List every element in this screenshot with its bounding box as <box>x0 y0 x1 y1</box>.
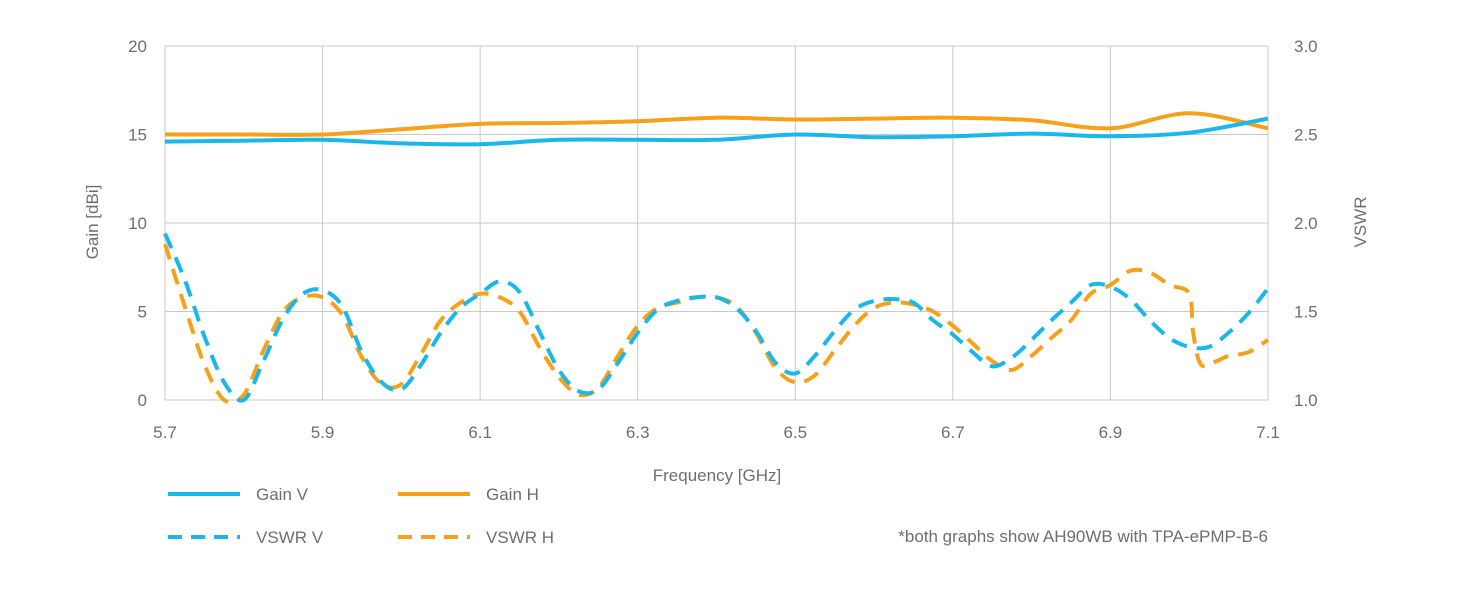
right-y-axis-title: VSWR <box>1351 197 1370 248</box>
right-y-tick-label: 3.0 <box>1294 37 1318 56</box>
grid <box>164 45 1269 401</box>
right-y-tick-label: 2.5 <box>1294 126 1318 145</box>
series-line-gain-h <box>165 111 1269 137</box>
x-axis-title: Frequency [GHz] <box>653 466 782 485</box>
x-tick-label: 6.1 <box>468 423 492 442</box>
series-line-vswr-h <box>163 243 1270 405</box>
x-tick-label: 7.1 <box>1256 423 1280 442</box>
right-y-tick-label: 1.0 <box>1294 391 1318 410</box>
x-tick-label: 6.9 <box>1099 423 1123 442</box>
series-line-gain-v <box>164 116 1269 147</box>
legend-label-vswr-h: VSWR H <box>486 528 554 547</box>
left-y-tick-label: 15 <box>128 126 147 145</box>
left-y-axis-ticks: 0 5 10 15 20 <box>128 37 147 410</box>
x-tick-label: 6.3 <box>626 423 650 442</box>
left-y-tick-label: 0 <box>138 391 147 410</box>
legend: Gain V Gain H VSWR V VSWR H <box>168 485 554 547</box>
legend-label-gain-v: Gain V <box>256 485 309 504</box>
legend-label-vswr-v: VSWR V <box>256 528 324 547</box>
x-tick-label: 5.9 <box>311 423 335 442</box>
right-y-tick-label: 1.5 <box>1294 303 1318 322</box>
x-tick-label: 6.7 <box>941 423 965 442</box>
legend-label-gain-h: Gain H <box>486 485 539 504</box>
left-y-tick-label: 5 <box>138 303 147 322</box>
footnote: *both graphs show AH90WB with TPA-ePMP-B… <box>898 527 1268 546</box>
left-y-axis-title: Gain [dBi] <box>83 185 102 260</box>
series-line-vswr-v <box>163 232 1270 403</box>
x-tick-label: 6.5 <box>783 423 807 442</box>
right-y-tick-label: 2.0 <box>1294 214 1318 233</box>
left-y-tick-label: 20 <box>128 37 147 56</box>
series-layer <box>163 111 1270 405</box>
left-y-tick-label: 10 <box>128 214 147 233</box>
x-tick-label: 5.7 <box>153 423 177 442</box>
right-y-axis-ticks: 1.0 1.5 2.0 2.5 3.0 <box>1294 37 1318 410</box>
x-axis-ticks: 5.7 5.9 6.1 6.3 6.5 6.7 6.9 7.1 <box>153 423 1280 442</box>
